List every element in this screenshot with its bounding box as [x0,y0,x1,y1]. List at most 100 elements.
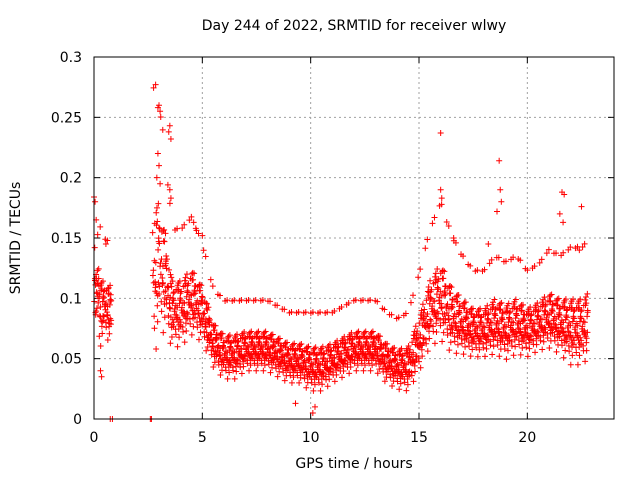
data-point [233,368,240,375]
data-point [450,235,457,241]
data-point [180,328,187,335]
data-point [577,296,584,303]
data-point [420,309,427,316]
data-point [324,309,331,316]
data-point [319,343,326,350]
data-point [567,361,574,368]
data-point [103,300,110,307]
data-point [548,291,555,298]
data-point [580,318,587,325]
data-point [412,368,419,375]
data-point [576,247,583,254]
data-point [578,203,585,210]
data-point [165,312,172,319]
data-point [203,347,210,354]
data-point [353,367,360,374]
data-point [95,265,102,272]
data-point [533,341,540,348]
data-point [437,186,444,193]
data-point [583,300,590,307]
data-point [399,357,406,364]
data-point [496,353,503,360]
data-point [554,301,561,308]
data-point [102,241,109,248]
data-point [178,288,185,295]
data-point [150,84,157,91]
data-point [191,288,198,295]
data-point [156,224,163,231]
data-point [204,300,211,307]
data-point [539,346,546,353]
data-point [198,293,205,300]
data-point [497,306,504,313]
data-point [584,313,591,320]
data-point [219,330,226,337]
data-point [468,310,475,317]
data-point [560,219,567,226]
data-point [263,353,270,360]
data-point [489,351,496,358]
data-point [291,340,298,347]
data-point [553,348,560,355]
data-point [431,214,438,221]
data-point [553,324,560,331]
data-point [576,352,583,359]
data-point [97,367,104,374]
data-point [319,369,326,376]
data-point [160,238,167,245]
data-point [258,360,265,367]
data-point [571,315,578,322]
data-point [497,300,504,307]
data-point [443,309,450,316]
data-point [569,318,576,325]
data-point [360,334,367,341]
data-point [443,219,450,226]
data-point [541,294,548,301]
data-point [517,328,524,335]
data-point [438,195,445,202]
x-tick-label: 15 [410,430,428,446]
data-point [335,361,342,368]
data-point [167,136,174,143]
data-point [317,361,324,368]
data-point [458,323,465,330]
data-point [234,356,241,363]
data-point [211,327,218,334]
data-point [267,351,274,358]
data-point [362,328,369,335]
data-point [388,365,395,372]
data-point [276,335,283,342]
y-tick-label: 0 [73,412,82,428]
data-point [437,316,444,323]
data-point [184,311,191,318]
data-point [248,328,255,335]
data-point [496,328,503,335]
data-point [507,308,514,315]
data-point [513,311,520,318]
data-point [153,209,160,216]
data-point [104,285,111,292]
data-point [516,341,523,348]
data-point [417,266,424,273]
data-point [491,315,498,322]
data-point [98,373,105,380]
data-point [404,381,411,388]
data-point [451,333,458,340]
data-point [165,284,172,291]
data-point [354,362,361,369]
data-point [106,301,113,308]
data-point [510,327,517,334]
data-point [437,130,444,137]
data-point [258,343,265,350]
data-point [506,310,513,317]
data-point [428,286,435,293]
data-point [498,198,505,205]
data-point [553,302,560,309]
data-point [381,306,388,313]
data-point [496,306,503,313]
data-point [161,238,168,245]
data-point [521,334,528,341]
data-point [333,371,340,378]
data-point [417,364,424,371]
data-point [527,312,534,319]
